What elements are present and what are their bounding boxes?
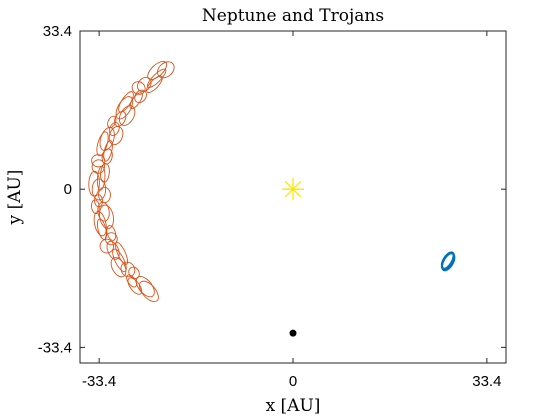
trojan-orbit-ellipse <box>93 211 107 237</box>
neptune-orbit-cluster <box>440 251 456 272</box>
x-axis-label: x [AU] <box>266 396 321 416</box>
neptune-point <box>289 329 297 337</box>
y-tick-label: 33.4 <box>43 23 72 40</box>
axis-ticks: -33.4 0 33.4 -33.4 0 33.4 <box>38 23 506 390</box>
sun-star-stroke <box>284 180 302 198</box>
trojan-orbit-ellipse <box>134 89 147 104</box>
trojan-orbit-ellipse <box>115 96 134 120</box>
trojan-orbit-ellipse <box>131 81 146 95</box>
trojan-orbit-ellipse <box>114 111 127 127</box>
trojan-orbit-ellipse <box>97 201 110 222</box>
trojan-orbit-ellipse <box>99 127 115 151</box>
trojan-orbit-ellipse <box>99 204 114 230</box>
x-tick-label: 0 <box>289 373 297 390</box>
x-tick-label: -33.4 <box>82 373 116 390</box>
trojan-orbit-ellipse <box>96 131 109 157</box>
trojan-orbit-ellipse <box>91 178 107 201</box>
x-tick-label: 33.4 <box>472 373 501 390</box>
neptune-orbit-ellipse <box>441 252 456 272</box>
sun-star-marker <box>282 178 304 201</box>
trojan-orbit-ellipse <box>91 154 106 168</box>
trojan-orbit-ellipse <box>115 241 129 265</box>
trojan-orbit-ellipse <box>127 277 143 295</box>
y-tick-label: -33.4 <box>38 339 72 356</box>
chart-title: Neptune and Trojans <box>202 6 384 26</box>
trojan-orbit-ellipse <box>101 148 113 165</box>
trojan-orbit-ellipse <box>135 275 155 298</box>
trojan-orbit-ellipse <box>112 248 127 273</box>
trojan-orbit-ellipse <box>106 240 120 260</box>
trojan-orbit-ellipse <box>110 257 127 278</box>
y-axis-label: y [AU] <box>5 170 25 226</box>
trojan-orbit-ellipse <box>91 199 100 215</box>
chart-marks <box>88 60 456 337</box>
trojan-orbit-ellipse <box>139 280 159 303</box>
trojan-orbit-ellipse <box>99 238 115 254</box>
trojan-orbit-ellipse <box>147 60 168 81</box>
trojan-orbit-arc <box>88 60 175 303</box>
trojan-orbit-ellipse <box>96 165 106 191</box>
y-tick-label: 0 <box>64 181 72 198</box>
